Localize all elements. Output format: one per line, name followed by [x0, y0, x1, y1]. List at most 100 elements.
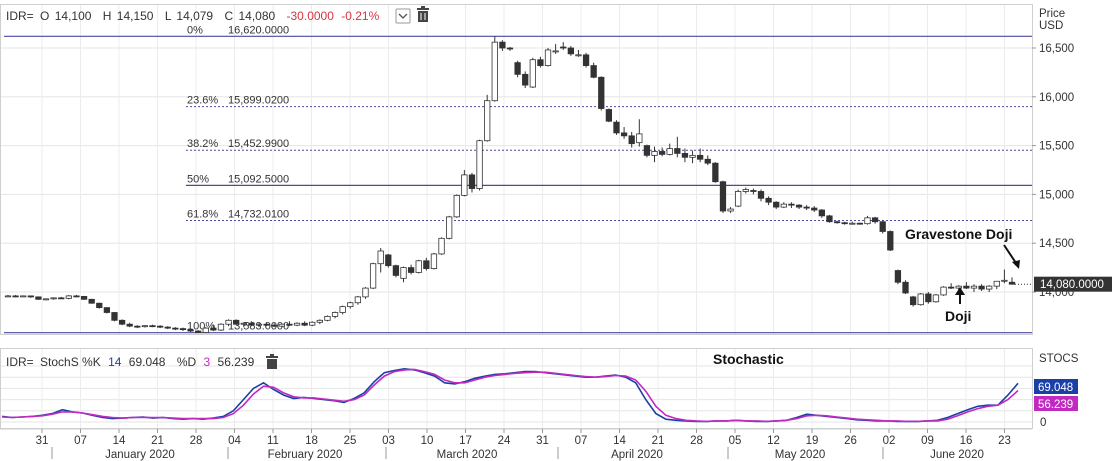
candle: [392, 264, 400, 278]
price-tick-label: 16,000: [1039, 92, 1074, 104]
candle: [423, 257, 430, 271]
fib-level-label: 50%: [187, 173, 209, 185]
candle: [544, 48, 552, 67]
candle: [871, 216, 879, 224]
stoch-header: IDR= StochS %K 14 69.048 %D 3 56.239: [6, 355, 255, 369]
date-tick-label: 23: [998, 435, 1011, 447]
candle: [993, 280, 1000, 290]
candle: [65, 294, 72, 300]
candle: [438, 237, 445, 255]
doji-arrowhead: [955, 287, 965, 295]
stoch-symbol: IDR=: [6, 355, 34, 369]
candle: [970, 284, 978, 292]
candle: [757, 189, 765, 202]
price-gridlines: [1, 5, 1032, 334]
date-tick-label: 19: [806, 435, 819, 447]
candle: [446, 215, 453, 240]
candle: [430, 252, 438, 270]
date-tick-label: 10: [421, 435, 434, 447]
candle: [468, 172, 476, 193]
candle: [811, 206, 818, 212]
candle: [704, 155, 711, 166]
candle: [195, 330, 202, 333]
candle: [461, 170, 468, 197]
date-tick-label: 07: [575, 435, 588, 447]
candle: [712, 162, 719, 183]
candle: [735, 189, 742, 208]
candle: [932, 293, 940, 303]
candle: [80, 295, 88, 300]
candle: [126, 322, 133, 328]
candle: [1008, 277, 1016, 285]
candle: [377, 248, 384, 273]
candle: [476, 139, 483, 191]
candle: [369, 262, 377, 290]
candle: [103, 307, 111, 314]
stoch-d-period: 3: [204, 355, 211, 369]
candle: [613, 120, 620, 135]
fib-level-label: 38.2%: [187, 138, 218, 150]
high-value: 14,150: [117, 9, 154, 23]
date-tick-label: 21: [652, 435, 665, 447]
d-value-tag-label: 56.239: [1038, 399, 1073, 411]
high-label: H: [103, 9, 112, 23]
candle: [111, 312, 118, 322]
candle: [940, 286, 947, 296]
candle: [301, 321, 308, 327]
chevron-down-icon[interactable]: [395, 8, 411, 24]
candle: [522, 71, 529, 89]
date-tick-label: 03: [382, 435, 395, 447]
fib-level-value: 16,620.0000: [228, 24, 289, 36]
open-value: 14,100: [55, 9, 92, 23]
trash-icon[interactable]: [417, 6, 429, 22]
candle: [620, 127, 628, 139]
candle: [506, 47, 514, 51]
candle: [697, 148, 704, 163]
candle: [560, 42, 567, 50]
stoch-axis-title: STOCS: [1039, 353, 1079, 365]
candle: [864, 215, 871, 225]
candle: [354, 295, 362, 305]
candle: [324, 315, 331, 322]
candle: [149, 324, 156, 328]
close-value: 14,080: [238, 9, 275, 23]
date-tick-label: 28: [190, 435, 203, 447]
month-label: May 2020: [775, 449, 826, 461]
date-tick-label: 07: [74, 435, 87, 447]
candle: [567, 46, 574, 56]
candle: [385, 253, 392, 268]
date-tick-label: 28: [690, 435, 703, 447]
candle: [902, 280, 909, 294]
candle: [210, 325, 217, 332]
date-tick-label: 09: [921, 435, 934, 447]
candle: [499, 40, 506, 51]
stoch-trash-icon[interactable]: [266, 354, 278, 369]
candle: [780, 202, 787, 209]
price-tick-label: 15,500: [1039, 141, 1074, 153]
open-label: O: [40, 9, 49, 23]
candle: [278, 323, 285, 328]
month-label: April 2020: [611, 449, 663, 461]
month-label: June 2020: [930, 449, 984, 461]
stoch-tick-label: 0: [1040, 417, 1046, 429]
candle: [248, 321, 255, 327]
stoch-k-value: 69.048: [129, 355, 166, 369]
candle: [537, 56, 544, 68]
candle: [202, 327, 209, 333]
candle: [894, 269, 902, 285]
candle: [628, 131, 635, 148]
candle: [453, 194, 460, 218]
candle: [681, 148, 689, 163]
date-tick-label: 14: [613, 435, 626, 447]
candle: [887, 230, 894, 252]
candle: [651, 146, 658, 163]
last-price-label: 14,080.0000: [1040, 279, 1104, 291]
candle: [833, 220, 841, 224]
fib-level-value: 15,899.0200: [228, 95, 289, 107]
candle: [27, 295, 34, 298]
candle: [765, 196, 772, 206]
fib-level-label: 61.8%: [187, 209, 218, 221]
header-symbol: IDR=: [6, 9, 34, 23]
low-label: L: [165, 9, 172, 23]
